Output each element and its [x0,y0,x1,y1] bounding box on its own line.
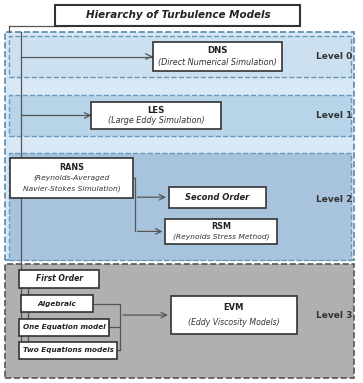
FancyBboxPatch shape [5,264,354,378]
FancyBboxPatch shape [21,295,93,312]
Text: (Large Eddy Simulation): (Large Eddy Simulation) [108,116,205,125]
FancyBboxPatch shape [169,187,266,208]
FancyBboxPatch shape [171,296,297,334]
Text: One Equation model: One Equation model [23,324,106,330]
Text: DNS: DNS [207,46,228,56]
Text: (Eddy Viscosity Models): (Eddy Viscosity Models) [188,318,280,327]
FancyBboxPatch shape [9,95,351,136]
FancyBboxPatch shape [56,5,300,26]
Text: RSM: RSM [211,222,231,231]
Text: (Reynolds-Averaged: (Reynolds-Averaged [33,175,110,182]
Text: Second Order: Second Order [185,193,250,202]
Text: RANS: RANS [59,163,84,172]
Text: Two Equations models: Two Equations models [23,347,114,354]
Text: Hierarchy of Turbulence Models: Hierarchy of Turbulence Models [86,10,270,20]
FancyBboxPatch shape [19,270,99,288]
Text: EVM: EVM [224,303,244,312]
Text: Level 3: Level 3 [317,311,353,319]
Text: LES: LES [148,106,165,115]
Text: Level 0: Level 0 [317,52,353,61]
FancyBboxPatch shape [19,342,117,359]
FancyBboxPatch shape [91,102,221,129]
FancyBboxPatch shape [153,42,282,71]
FancyBboxPatch shape [11,158,133,198]
Text: (Reynolds Stress Method): (Reynolds Stress Method) [173,233,269,239]
Text: Algebraic: Algebraic [38,301,77,307]
FancyBboxPatch shape [5,32,354,260]
FancyBboxPatch shape [9,154,351,260]
Text: Navier-Stokes Simulation): Navier-Stokes Simulation) [23,186,121,192]
Text: Level 2: Level 2 [317,195,353,204]
FancyBboxPatch shape [165,219,277,244]
FancyBboxPatch shape [19,319,110,336]
FancyBboxPatch shape [9,36,351,77]
Text: First Order: First Order [36,275,82,283]
Text: (Direct Numerical Simulation): (Direct Numerical Simulation) [158,57,277,67]
Text: Level 1: Level 1 [317,111,353,120]
